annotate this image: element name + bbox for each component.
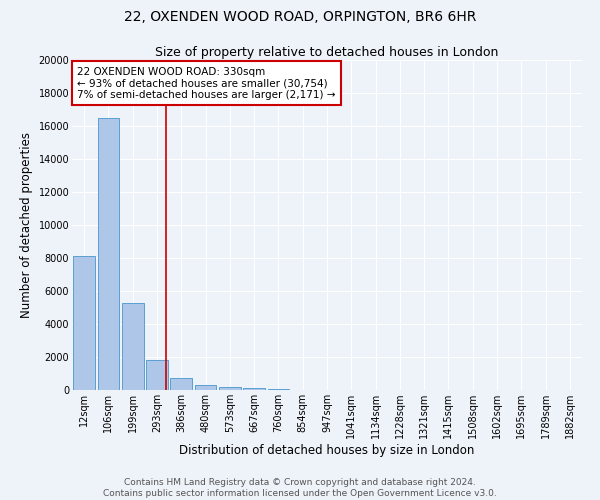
Text: 22, OXENDEN WOOD ROAD, ORPINGTON, BR6 6HR: 22, OXENDEN WOOD ROAD, ORPINGTON, BR6 6H… (124, 10, 476, 24)
Text: Contains HM Land Registry data © Crown copyright and database right 2024.
Contai: Contains HM Land Registry data © Crown c… (103, 478, 497, 498)
X-axis label: Distribution of detached houses by size in London: Distribution of detached houses by size … (179, 444, 475, 457)
Bar (194, 385, 217, 390)
Bar (243, 388, 265, 390)
Bar (122, 302, 143, 390)
Bar (170, 378, 192, 390)
Bar (73, 256, 95, 390)
Bar (219, 387, 241, 390)
Text: 22 OXENDEN WOOD ROAD: 330sqm
← 93% of detached houses are smaller (30,754)
7% of: 22 OXENDEN WOOD ROAD: 330sqm ← 93% of de… (77, 66, 335, 100)
Bar (268, 389, 289, 390)
Bar (146, 360, 168, 390)
Bar (97, 118, 119, 390)
Title: Size of property relative to detached houses in London: Size of property relative to detached ho… (155, 46, 499, 59)
Y-axis label: Number of detached properties: Number of detached properties (20, 132, 33, 318)
